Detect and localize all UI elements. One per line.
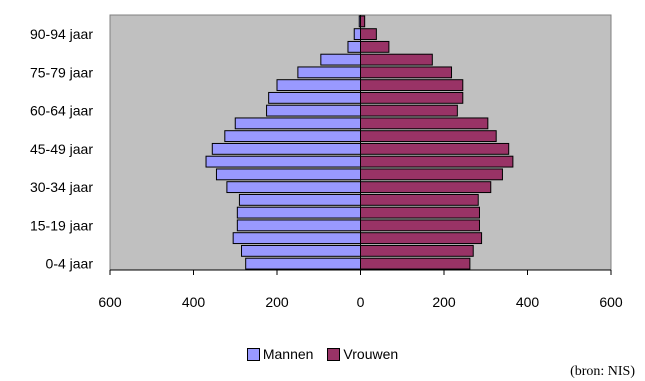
- bar-mannen-50-54-jaar: [224, 130, 361, 143]
- bar-vrouwen-35-39-jaar: [360, 168, 503, 181]
- y-tick-label: 75-79 jaar: [30, 64, 93, 80]
- bar-vrouwen-20-24-jaar: [360, 206, 480, 219]
- bar-mannen-85-89-jaar: [347, 40, 362, 53]
- bar-vrouwen-50-54-jaar: [360, 130, 497, 143]
- bar-vrouwen-25-29-jaar: [360, 193, 479, 206]
- bar-mannen-25-29-jaar: [238, 193, 361, 206]
- legend-swatch-vrouwen: [327, 347, 341, 361]
- bar-mannen-75-79-jaar: [297, 66, 361, 79]
- x-tick-label: 200: [265, 294, 289, 310]
- y-tick-label: 60-64 jaar: [30, 103, 93, 119]
- bar-mannen-60-64-jaar: [266, 104, 361, 117]
- y-tick-label: 45-49 jaar: [30, 141, 93, 157]
- bar-vrouwen-5-9-jaar: [360, 244, 474, 257]
- x-tick-label: 600: [599, 294, 623, 310]
- y-axis-labels: 0-4 jaar 15-19 jaar 30-34 jaar 45-49 jaar 60…: [30, 26, 93, 272]
- y-tick-label: 15-19 jaar: [30, 217, 93, 233]
- bar-vrouwen-60-64-jaar: [360, 104, 458, 117]
- bar-vrouwen-75-79-jaar: [360, 66, 453, 79]
- x-tick-label: 600: [98, 294, 122, 310]
- legend-swatch-mannen: [246, 347, 260, 361]
- x-tick-label: 400: [516, 294, 540, 310]
- x-tick-label: 200: [432, 294, 456, 310]
- bar-mannen-5-9-jaar: [241, 244, 361, 257]
- bar-vrouwen-15-19-jaar: [360, 219, 480, 232]
- bar-vrouwen-90-94-jaar: [360, 28, 377, 41]
- bar-vrouwen-0-4-jaar: [360, 257, 471, 270]
- bar-vrouwen-70-74-jaar: [360, 79, 464, 92]
- legend-item-vrouwen: Vrouwen: [327, 344, 398, 364]
- bar-mannen-70-74-jaar: [276, 79, 361, 92]
- bar-mannen-10-14-jaar: [232, 232, 362, 245]
- bar-vrouwen-65-69-jaar: [360, 91, 464, 104]
- bar-vrouwen-45-49-jaar: [360, 142, 510, 155]
- population-pyramid-chart: 600 400 200 0 200 400 600 0-4 jaar 15-19 jaar 30…: [30, 14, 623, 310]
- bar-vrouwen-30-34-jaar: [360, 181, 492, 194]
- bar-mannen-80-84-jaar: [320, 53, 361, 66]
- bar-vrouwen-10-14-jaar: [360, 232, 483, 245]
- legend: Mannen Vrouwen: [0, 344, 645, 364]
- bar-mannen-45-49-jaar: [211, 142, 361, 155]
- legend-label-mannen: Mannen: [262, 346, 314, 362]
- bar-mannen-90-94-jaar: [353, 28, 361, 41]
- y-tick-label: 30-34 jaar: [30, 179, 93, 195]
- x-tick-label: 400: [182, 294, 206, 310]
- bar-vrouwen-55-59-jaar: [360, 117, 489, 130]
- x-tick-label: 0: [357, 294, 365, 310]
- bars-group: [205, 15, 514, 270]
- bar-mannen-20-24-jaar: [236, 206, 361, 219]
- bar-mannen-35-39-jaar: [215, 168, 361, 181]
- bar-mannen-65-69-jaar: [268, 91, 361, 104]
- bar-vrouwen-85-89-jaar: [360, 40, 390, 53]
- bar-vrouwen-80-84-jaar: [360, 53, 433, 66]
- x-axis: 600 400 200 0 200 400 600: [98, 269, 623, 310]
- bar-vrouwen-95+-jaar: [360, 15, 366, 28]
- bar-vrouwen-40-44-jaar: [360, 155, 514, 168]
- bar-mannen-30-34-jaar: [226, 181, 361, 194]
- y-tick-label: 90-94 jaar: [30, 26, 93, 42]
- legend-item-mannen: Mannen: [246, 344, 314, 364]
- bar-mannen-15-19-jaar: [236, 219, 361, 232]
- bar-mannen-55-59-jaar: [234, 117, 361, 130]
- legend-label-vrouwen: Vrouwen: [343, 346, 399, 362]
- bar-mannen-0-4-jaar: [245, 257, 361, 270]
- y-tick-label: 0-4 jaar: [46, 256, 94, 272]
- bar-mannen-40-44-jaar: [205, 155, 361, 168]
- source-note: (bron: NIS): [570, 364, 635, 379]
